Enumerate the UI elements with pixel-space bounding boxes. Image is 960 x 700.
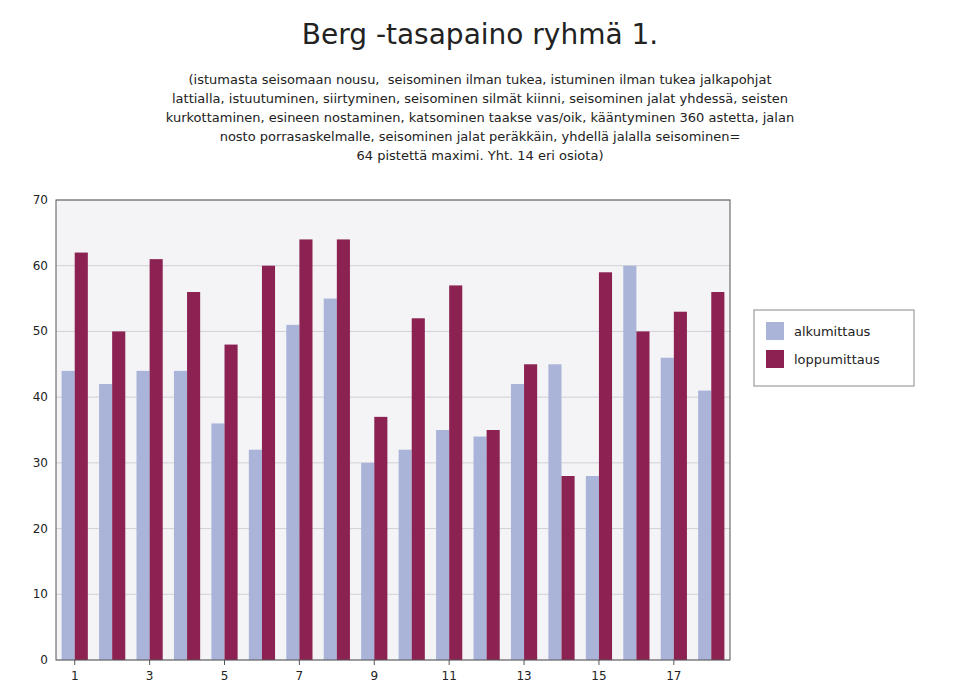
bar bbox=[474, 437, 487, 660]
subtitle: (istumasta seisomaan nousu, seisominen i… bbox=[188, 72, 771, 87]
x-tick-label: 7 bbox=[296, 669, 304, 683]
bar bbox=[75, 253, 88, 660]
x-tick-label: 3 bbox=[146, 669, 154, 683]
y-tick-label: 40 bbox=[33, 390, 48, 404]
bar bbox=[361, 463, 374, 660]
y-tick-label: 10 bbox=[33, 587, 48, 601]
bar bbox=[623, 266, 636, 660]
x-tick-label: 5 bbox=[221, 669, 229, 683]
subtitle: lattialla, istuutuminen, siirtyminen, se… bbox=[172, 91, 788, 106]
bar bbox=[562, 476, 575, 660]
bar bbox=[511, 384, 524, 660]
y-tick-label: 20 bbox=[33, 522, 48, 536]
bar bbox=[187, 292, 200, 660]
bar bbox=[449, 285, 462, 660]
x-tick bbox=[449, 660, 450, 665]
y-tick-label: 0 bbox=[40, 653, 48, 667]
bar bbox=[150, 259, 163, 660]
x-tick-label: 13 bbox=[516, 669, 531, 683]
x-tick bbox=[374, 660, 375, 665]
x-tick-label: 1 bbox=[71, 669, 79, 683]
title: Berg -tasapaino ryhmä 1. bbox=[302, 18, 658, 51]
x-tick bbox=[673, 660, 674, 665]
plot-frame bbox=[56, 200, 730, 660]
bar bbox=[249, 450, 262, 660]
x-tick-label: 17 bbox=[666, 669, 681, 683]
x-tick bbox=[149, 660, 150, 665]
legend-swatch bbox=[766, 350, 784, 368]
legend-frame bbox=[754, 310, 914, 386]
x-tick-label: 11 bbox=[442, 669, 457, 683]
bar bbox=[711, 292, 724, 660]
bar bbox=[211, 423, 224, 660]
bar bbox=[99, 384, 112, 660]
x-axis: 1357911131517 bbox=[71, 660, 682, 683]
bar bbox=[225, 345, 238, 660]
x-tick bbox=[74, 660, 75, 665]
subtitle: 64 pistettä maximi. Yht. 14 eri osiota) bbox=[357, 148, 604, 163]
bar bbox=[112, 331, 125, 660]
bar bbox=[174, 371, 187, 660]
bar bbox=[661, 358, 674, 660]
bar bbox=[337, 239, 350, 660]
legend-swatch bbox=[766, 322, 784, 340]
chart: Berg -tasapaino ryhmä 1. (istumasta seiso… bbox=[0, 0, 960, 700]
bar bbox=[698, 391, 711, 660]
bar bbox=[636, 331, 649, 660]
bar bbox=[262, 266, 275, 660]
bar bbox=[599, 272, 612, 660]
subtitle: kurkottaminen, esineen nostaminen, katso… bbox=[166, 110, 794, 125]
x-tick bbox=[224, 660, 225, 665]
x-tick-label: 15 bbox=[591, 669, 606, 683]
y-tick-label: 30 bbox=[33, 456, 48, 470]
legend-label: loppumittaus bbox=[794, 352, 880, 367]
x-tick bbox=[598, 660, 599, 665]
x-tick bbox=[524, 660, 525, 665]
bar bbox=[299, 239, 312, 660]
bar bbox=[524, 364, 537, 660]
x-tick-label: 9 bbox=[370, 669, 378, 683]
bar bbox=[374, 417, 387, 660]
y-tick-label: 50 bbox=[33, 324, 48, 338]
y-axis: 0 10 20 30 40 50 60 70 bbox=[33, 193, 730, 667]
bar bbox=[436, 430, 449, 660]
plot-background bbox=[56, 200, 730, 660]
bar bbox=[487, 430, 500, 660]
legend: alkumittaus loppumittaus bbox=[754, 310, 914, 386]
bar bbox=[548, 364, 561, 660]
bar bbox=[62, 371, 75, 660]
bars bbox=[62, 239, 725, 660]
bar bbox=[324, 299, 337, 660]
bar bbox=[586, 476, 599, 660]
bar bbox=[399, 450, 412, 660]
x-tick bbox=[299, 660, 300, 665]
bar bbox=[137, 371, 150, 660]
y-tick-label: 70 bbox=[33, 193, 48, 207]
y-tick-label: 60 bbox=[33, 259, 48, 273]
bar bbox=[674, 312, 687, 660]
subtitle: nosto porrasaskelmalle, seisominen jalat… bbox=[220, 129, 741, 144]
legend-label: alkumittaus bbox=[794, 324, 871, 339]
page: {"chart_data": { "type": "bar", "title":… bbox=[0, 0, 960, 700]
bar bbox=[412, 318, 425, 660]
bar bbox=[286, 325, 299, 660]
